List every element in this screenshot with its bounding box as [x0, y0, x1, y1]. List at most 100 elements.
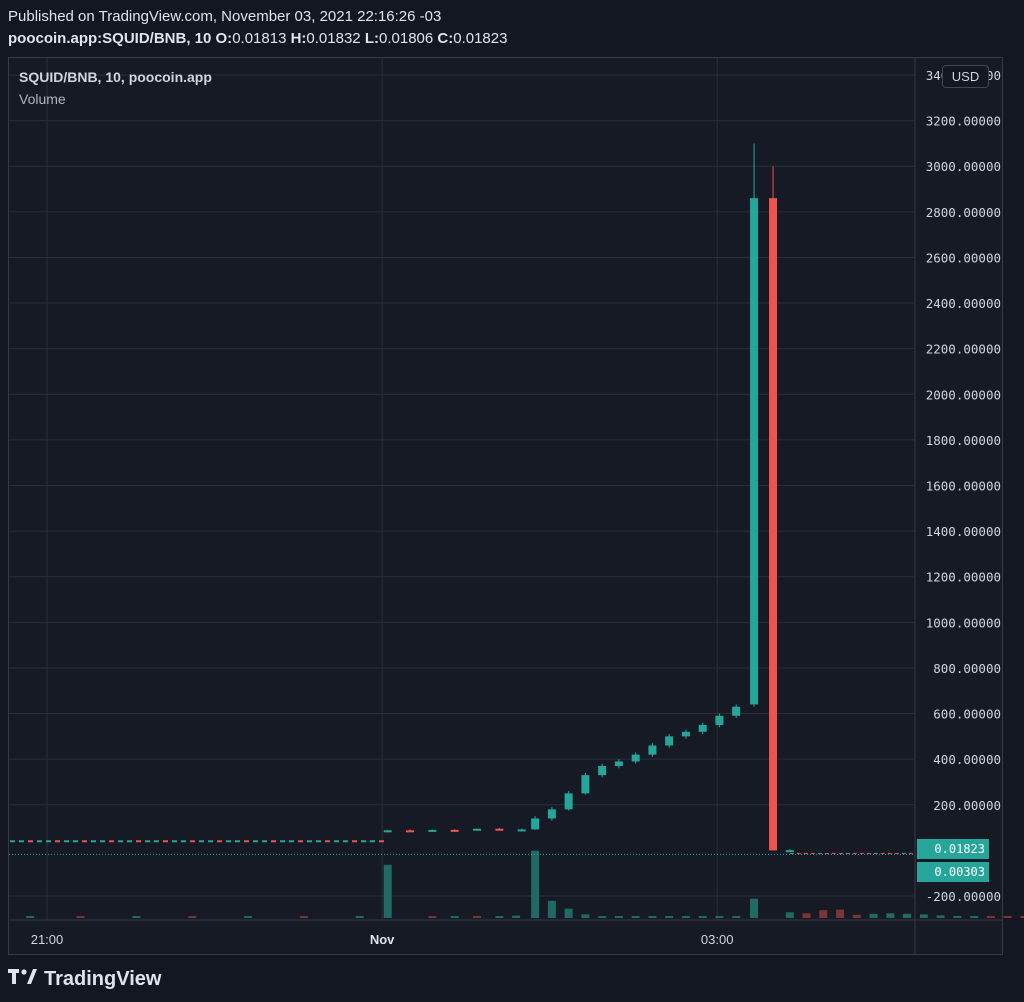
volume-bar [132, 916, 141, 918]
ohlc-low: 0.01806 [379, 30, 434, 47]
candle-body [383, 830, 392, 833]
volume-bar [785, 912, 794, 918]
y-tick-label: 2400.00000 [926, 296, 1001, 311]
volume-bar [903, 913, 912, 918]
y-tick-label: 600.00000 [933, 707, 1001, 722]
volume-bar [531, 850, 540, 918]
y-tick-label: 2000.00000 [926, 387, 1001, 402]
volume-bar [936, 915, 945, 918]
volume-bar [919, 914, 928, 918]
last-price-tag: 0.01823 [917, 839, 989, 859]
legend-volume[interactable]: Volume [19, 91, 66, 107]
candle-body [648, 745, 657, 755]
brand-name[interactable]: TradingView [44, 967, 162, 990]
candle-body [681, 731, 690, 737]
volume-bar [547, 900, 556, 918]
candle-body [406, 830, 415, 833]
y-tick-label: 800.00000 [933, 661, 1001, 676]
volume-bar [428, 916, 437, 918]
volume-bar [886, 913, 895, 918]
y-tick-label: 1200.00000 [926, 570, 1001, 585]
secondary-price-tag: 0.00303 [917, 862, 989, 882]
ohlc-close: 0.01823 [453, 30, 508, 47]
y-tick-label: 200.00000 [933, 798, 1001, 813]
candle-body [564, 793, 573, 810]
volume-bar [512, 915, 521, 918]
chart-frame [8, 57, 1003, 955]
y-tick-label: 2200.00000 [926, 342, 1001, 357]
volume-bar [732, 916, 741, 918]
tradingview-logo-svg [8, 969, 37, 984]
volume-bar [383, 864, 392, 918]
currency-button[interactable]: USD [942, 65, 989, 88]
ohlc-open: 0.01813 [232, 30, 287, 47]
symbol-line: poocoin.app:SQUID/BNB, 10 [8, 30, 212, 47]
tradingview-logo-icon[interactable] [8, 966, 38, 992]
candle-body [631, 754, 640, 762]
volume-bar [681, 916, 690, 918]
ohlc-close-label: C: [437, 30, 454, 47]
candle-body [473, 828, 482, 831]
ohlc-high-label: H: [290, 30, 307, 47]
volume-bar [1003, 916, 1012, 918]
volume-bar [1020, 916, 1024, 918]
y-tick-label: 1800.00000 [926, 433, 1001, 448]
y-tick-label: 2800.00000 [926, 205, 1001, 220]
volume-bar [715, 916, 724, 918]
volume-bar [614, 916, 623, 918]
ohlc-low-label: L: [364, 30, 379, 47]
x-tick-label: 03:00 [701, 932, 734, 947]
symbol-ohlc-line: poocoin.app:SQUID/BNB, 10 O:0.01813 H: 0.… [8, 28, 507, 50]
volume-bar [698, 916, 707, 918]
candle-body [785, 850, 794, 853]
y-tick-label: 3000.00000 [926, 159, 1001, 174]
y-tick-label: 1600.00000 [926, 479, 1001, 494]
candle-body [665, 736, 674, 746]
candle-body [531, 818, 540, 830]
volume-bar [665, 916, 674, 918]
chart-header: Published on TradingView.com, November 0… [8, 6, 507, 50]
volume-bar [76, 916, 85, 918]
volume-bar [188, 916, 197, 918]
y-tick-label: 1400.00000 [926, 524, 1001, 539]
y-tick-label: 1000.00000 [926, 615, 1001, 630]
volume-bar [648, 916, 657, 918]
candle-body [428, 829, 437, 832]
candle-body [715, 715, 724, 725]
volume-bar [355, 916, 364, 918]
y-tick-label: 2600.00000 [926, 250, 1001, 265]
volume-bar [953, 915, 962, 918]
candle-body [517, 829, 526, 832]
legend-symbol[interactable]: SQUID/BNB, 10, poocoin.app [19, 69, 212, 85]
volume-bar [819, 910, 828, 918]
chart-legend: SQUID/BNB, 10, poocoin.app Volume [19, 66, 212, 110]
y-tick-label: 3200.00000 [926, 114, 1001, 129]
volume-bar [450, 916, 459, 918]
volume-bar [564, 908, 573, 918]
candle-body [547, 809, 556, 819]
published-line: Published on TradingView.com, November 0… [8, 8, 442, 25]
volume-bar [852, 914, 861, 918]
volume-bar [631, 916, 640, 918]
volume-bar [598, 916, 607, 918]
candle-body [598, 766, 607, 776]
volume-bar [495, 916, 504, 918]
volume-bar [244, 916, 253, 918]
candle-body [581, 775, 590, 794]
ohlc-open-label: O: [215, 30, 233, 47]
volume-bar [802, 913, 811, 918]
volume-bar [836, 909, 845, 918]
x-tick-label: 21:00 [31, 932, 64, 947]
volume-bar [986, 916, 995, 918]
candle-body [769, 198, 778, 851]
candle-body [614, 761, 623, 767]
y-tick-label: -200.00000 [926, 889, 1001, 904]
volume-bar [26, 916, 35, 918]
volume-bar [473, 916, 482, 918]
candle-body [450, 829, 459, 832]
candle-body [495, 828, 504, 831]
y-tick-label: 400.00000 [933, 752, 1001, 767]
x-tick-label: Nov [370, 932, 395, 947]
volume-bar [581, 914, 590, 918]
